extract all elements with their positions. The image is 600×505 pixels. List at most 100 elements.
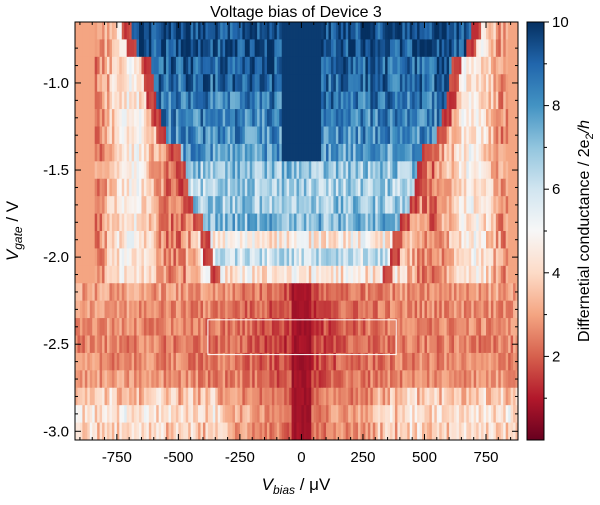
heatmap-cell [362, 22, 366, 40]
heatmap-cell [79, 143, 83, 162]
heatmap-cell [353, 74, 356, 93]
heatmap-cell [109, 91, 113, 110]
heatmap-cell [257, 22, 260, 40]
heatmap-cell [141, 283, 145, 302]
heatmap-cell [375, 91, 379, 110]
heatmap-cell [513, 56, 516, 75]
heatmap-cell [335, 109, 339, 127]
heatmap-cell [119, 370, 123, 389]
heatmap-cell [296, 56, 300, 75]
heatmap-cell [82, 318, 86, 336]
heatmap-cell [377, 370, 381, 389]
heatmap-cell [486, 161, 489, 180]
heatmap-cell [441, 213, 445, 232]
heatmap-cell [220, 231, 224, 249]
heatmap-cell [303, 370, 307, 389]
heatmap-cell [513, 265, 516, 284]
heatmap-cell [274, 109, 278, 127]
heatmap-cell [417, 248, 420, 267]
heatmap-cell [449, 387, 452, 406]
heatmap-cell [198, 126, 201, 145]
heatmap-cell [178, 22, 182, 40]
heatmap-cell [399, 56, 403, 75]
heatmap-cell [498, 283, 502, 302]
heatmap-cell [84, 231, 88, 249]
heatmap-cell [360, 318, 364, 336]
heatmap-cell [370, 405, 374, 423]
heatmap-cell [367, 109, 371, 127]
heatmap-cell [281, 370, 285, 389]
heatmap-cell [168, 109, 172, 127]
heatmap-cell [234, 352, 238, 371]
heatmap-cell [412, 56, 416, 75]
heatmap-cell [434, 178, 438, 197]
heatmap-cell [375, 39, 379, 58]
heatmap-cell [77, 126, 81, 145]
heatmap-cell [230, 300, 233, 319]
heatmap-cell [252, 422, 256, 440]
heatmap-cell [409, 265, 413, 284]
heatmap-cell [343, 265, 347, 284]
heatmap-cell [481, 161, 484, 180]
heatmap-cell [138, 213, 142, 232]
heatmap-cell [505, 22, 509, 40]
heatmap-cell [478, 143, 482, 162]
heatmap-cell [136, 56, 140, 75]
heatmap-cell [104, 335, 108, 354]
heatmap-cell [166, 387, 169, 406]
heatmap-cell [412, 126, 416, 145]
heatmap-cell [500, 300, 504, 319]
heatmap-cell [188, 39, 192, 58]
heatmap-cell [407, 213, 411, 232]
heatmap-cell [102, 56, 105, 75]
heatmap-cell [478, 196, 482, 214]
heatmap-cell [82, 231, 86, 249]
heatmap-cell [259, 265, 263, 284]
heatmap-cell [281, 352, 285, 371]
plot-frame [74, 21, 519, 441]
heatmap-cell [377, 300, 381, 319]
heatmap-cell [377, 196, 381, 214]
heatmap-cell [306, 22, 310, 40]
heatmap-cell [257, 143, 260, 162]
heatmap-cell [151, 283, 155, 302]
heatmap-cell [185, 56, 189, 75]
heatmap-cell [234, 74, 238, 93]
heatmap-cell [313, 283, 317, 302]
heatmap-cell [102, 161, 105, 180]
heatmap-cell [247, 265, 251, 284]
heatmap-cell [114, 352, 118, 371]
heatmap-cell [358, 265, 361, 284]
heatmap-cell [461, 39, 465, 58]
heatmap-cell [350, 370, 354, 389]
heatmap-cell [385, 109, 388, 127]
heatmap-cell [252, 39, 256, 58]
heatmap-cell [355, 352, 359, 371]
heatmap-cell [124, 352, 128, 371]
colorbar-tick-label: 6 [552, 181, 560, 198]
heatmap-cell [505, 143, 509, 162]
heatmap-cell [451, 352, 455, 371]
heatmap-cell [436, 196, 440, 214]
heatmap-cell [227, 74, 231, 93]
heatmap-cell [333, 74, 337, 93]
heatmap-cell [407, 143, 411, 162]
heatmap-cell [404, 56, 408, 75]
heatmap-cell [198, 196, 201, 214]
heatmap-cell [419, 231, 423, 249]
heatmap-cell [92, 422, 96, 440]
heatmap-cell [350, 231, 354, 249]
heatmap-cell [412, 161, 416, 180]
heatmap-cell [505, 56, 509, 75]
heatmap-cell [367, 335, 371, 354]
heatmap-cell [463, 405, 467, 423]
heatmap-cell [227, 196, 231, 214]
heatmap-cell [97, 405, 101, 423]
heatmap-cell [429, 265, 433, 284]
heatmap-cell [392, 39, 396, 58]
heatmap-cell [136, 22, 140, 40]
heatmap-cell [141, 161, 145, 180]
heatmap-cell [185, 91, 189, 110]
heatmap-cell [468, 196, 472, 214]
heatmap-cell [242, 248, 246, 267]
